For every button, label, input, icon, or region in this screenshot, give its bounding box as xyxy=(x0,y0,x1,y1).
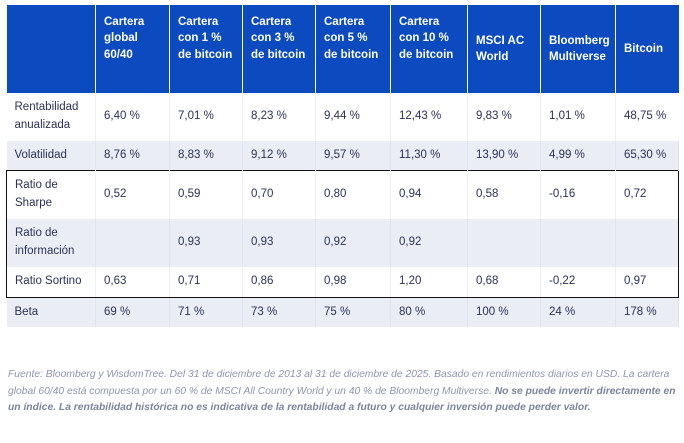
cell-sharpe-msci: 0,58 xyxy=(467,170,541,220)
cell-sortino-btc10: 1,20 xyxy=(390,266,468,298)
cell-sortino-bbg: -0,22 xyxy=(540,266,616,298)
footnote-disclaimer-text: No se puede invertir directamente en un … xyxy=(8,385,676,414)
row-label-ratio-de-informacion: Ratio de información xyxy=(6,219,96,267)
cell-informacion-btc xyxy=(615,219,679,267)
cell-rentabilidad-btc1: 7,01 % xyxy=(169,93,243,141)
cell-informacion-btc1: 0,93 xyxy=(169,219,243,267)
cell-volatilidad-btc10: 11,30 % xyxy=(390,140,468,171)
cell-beta-btc1: 71 % xyxy=(169,297,243,328)
cell-volatilidad-btc5: 9,57 % xyxy=(315,140,391,171)
cell-sharpe-btc1: 0,59 xyxy=(169,170,243,220)
column-header-cartera-global-6040: Cartera global 60/40 xyxy=(95,5,170,93)
cell-sortino-btc1: 0,71 xyxy=(169,266,243,298)
cell-beta-btc10: 80 % xyxy=(390,297,468,328)
cell-sharpe-bbg: -0,16 xyxy=(540,170,616,220)
table-body: Rentabilidad anualizada 6,40 % 7,01 % 8,… xyxy=(6,93,679,328)
table-row: Beta 69 % 71 % 73 % 75 % 80 % 100 % 24 %… xyxy=(6,297,679,328)
cell-rentabilidad-bbg: 1,01 % xyxy=(540,93,616,141)
cell-rentabilidad-msci: 9,83 % xyxy=(467,93,541,141)
table-row: Rentabilidad anualizada 6,40 % 7,01 % 8,… xyxy=(6,93,679,141)
cell-sharpe-btc: 0,72 xyxy=(615,170,679,220)
cell-informacion-btc5: 0,92 xyxy=(315,219,391,267)
cell-volatilidad-btc1: 8,83 % xyxy=(169,140,243,171)
table-row: Ratio de información 0,93 0,93 0,92 0,92 xyxy=(6,219,679,267)
cell-beta-btc5: 75 % xyxy=(315,297,391,328)
cell-informacion-c6040 xyxy=(95,219,170,267)
column-header-cartera-1-bitcoin: Cartera con 1 % de bitcoin xyxy=(169,5,243,93)
cell-volatilidad-btc: 65,30 % xyxy=(615,140,679,171)
cell-sortino-btc5: 0,98 xyxy=(315,266,391,298)
metrics-table: Cartera global 60/40 Cartera con 1 % de … xyxy=(6,5,679,328)
column-header-msci-ac-world: MSCI AC World xyxy=(467,5,541,93)
cell-sortino-msci: 0,68 xyxy=(467,266,541,298)
cell-sharpe-c6040: 0,52 xyxy=(95,170,170,220)
column-header-bitcoin: Bitcoin xyxy=(615,5,679,93)
cell-sharpe-btc5: 0,80 xyxy=(315,170,391,220)
cell-sortino-c6040: 0,63 xyxy=(95,266,170,298)
cell-beta-c6040: 69 % xyxy=(95,297,170,328)
cell-rentabilidad-btc: 48,75 % xyxy=(615,93,679,141)
footnote-source-text: Fuente: Bloomberg y WisdomTree. Del 31 d… xyxy=(8,369,670,397)
row-label-rentabilidad-anualizada: Rentabilidad anualizada xyxy=(6,93,96,141)
cell-rentabilidad-btc3: 8,23 % xyxy=(242,93,316,141)
cell-volatilidad-c6040: 8,76 % xyxy=(95,140,170,171)
cell-beta-btc3: 73 % xyxy=(242,297,316,328)
cell-informacion-btc3: 0,93 xyxy=(242,219,316,267)
row-label-ratio-sortino: Ratio Sortino xyxy=(6,266,96,298)
cell-rentabilidad-c6040: 6,40 % xyxy=(95,93,170,141)
metrics-table-container: Cartera global 60/40 Cartera con 1 % de … xyxy=(6,5,679,328)
row-label-beta: Beta xyxy=(6,297,96,328)
column-header-cartera-10-bitcoin: Cartera con 10 % de bitcoin xyxy=(390,5,468,93)
cell-informacion-msci xyxy=(467,219,541,267)
row-label-ratio-de-sharpe: Ratio de Sharpe xyxy=(6,170,96,220)
header-row: Cartera global 60/40 Cartera con 1 % de … xyxy=(6,5,679,93)
cell-sortino-btc3: 0,86 xyxy=(242,266,316,298)
cell-volatilidad-btc3: 9,12 % xyxy=(242,140,316,171)
cell-informacion-btc10: 0,92 xyxy=(390,219,468,267)
table-row: Volatilidad 8,76 % 8,83 % 9,12 % 9,57 % … xyxy=(6,140,679,171)
table-row: Ratio de Sharpe 0,52 0,59 0,70 0,80 0,94… xyxy=(6,170,679,220)
column-header-blank xyxy=(6,5,96,93)
cell-sortino-btc: 0,97 xyxy=(615,266,679,298)
cell-volatilidad-bbg: 4,99 % xyxy=(540,140,616,171)
cell-rentabilidad-btc10: 12,43 % xyxy=(390,93,468,141)
cell-sharpe-btc10: 0,94 xyxy=(390,170,468,220)
column-header-cartera-3-bitcoin: Cartera con 3 % de bitcoin xyxy=(242,5,316,93)
cell-sharpe-btc3: 0,70 xyxy=(242,170,316,220)
cell-informacion-bbg xyxy=(540,219,616,267)
cell-beta-btc: 178 % xyxy=(615,297,679,328)
cell-volatilidad-msci: 13,90 % xyxy=(467,140,541,171)
column-header-bloomberg-multiverse: Bloomberg Multiverse xyxy=(540,5,616,93)
cell-rentabilidad-btc5: 9,44 % xyxy=(315,93,391,141)
source-footnote: Fuente: Bloomberg y WisdomTree. Del 31 d… xyxy=(8,367,676,417)
row-label-volatilidad: Volatilidad xyxy=(6,140,96,171)
cell-beta-msci: 100 % xyxy=(467,297,541,328)
column-header-cartera-5-bitcoin: Cartera con 5 % de bitcoin xyxy=(315,5,391,93)
cell-beta-bbg: 24 % xyxy=(540,297,616,328)
table-row: Ratio Sortino 0,63 0,71 0,86 0,98 1,20 0… xyxy=(6,266,679,298)
table-header: Cartera global 60/40 Cartera con 1 % de … xyxy=(6,5,679,93)
